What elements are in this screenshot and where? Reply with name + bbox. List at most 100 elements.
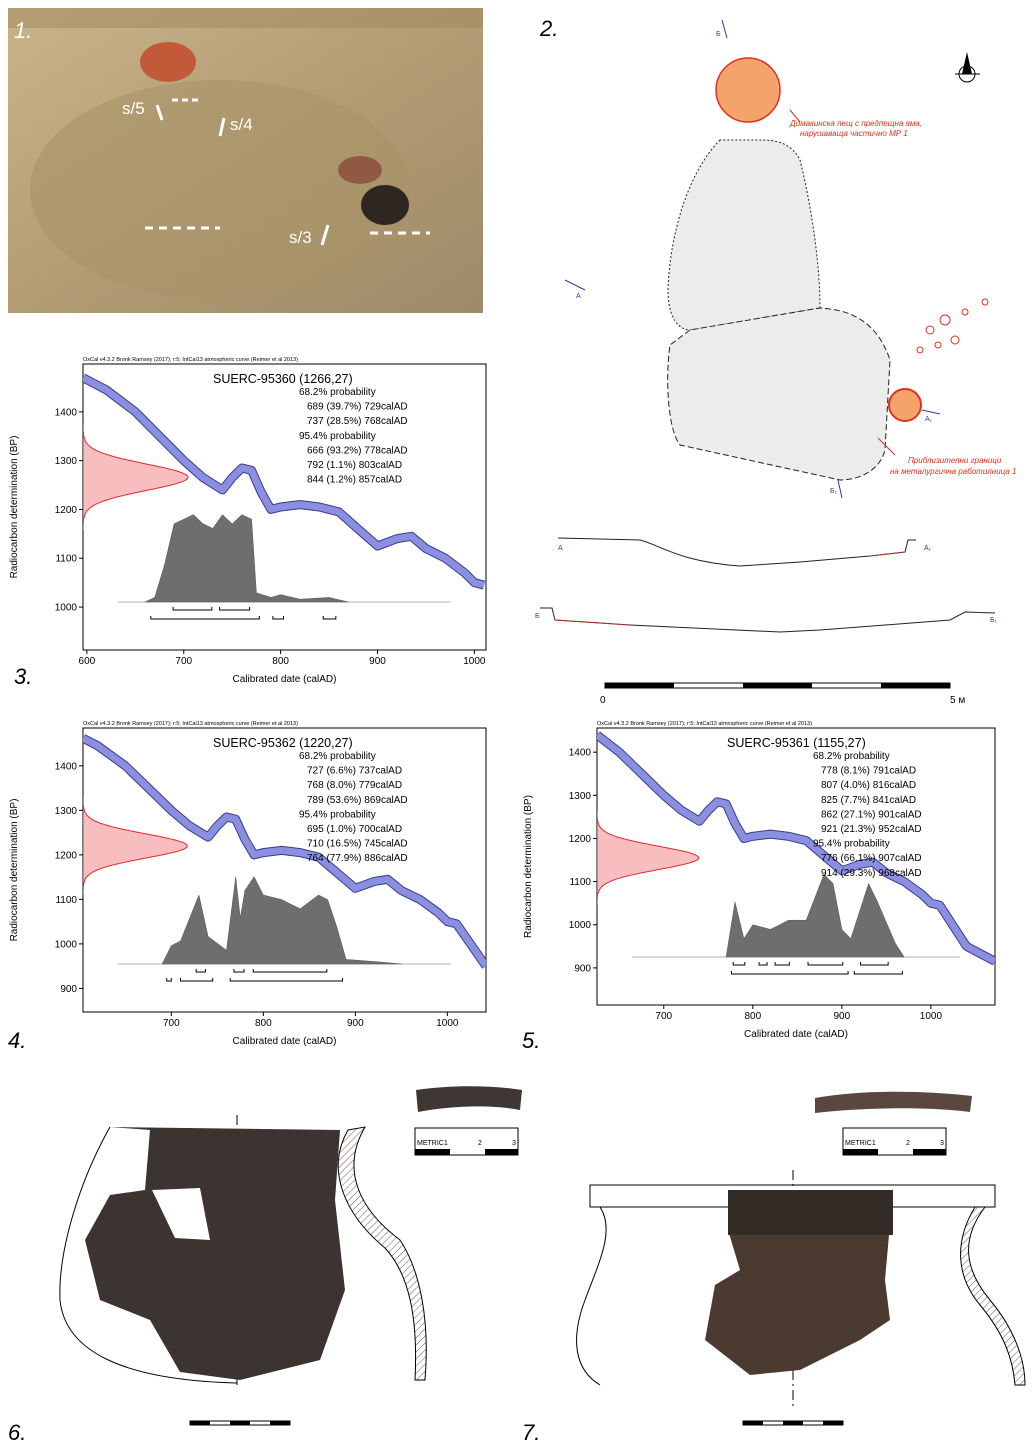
range-label: 689 (39.7%) 729calAD [307,402,408,413]
scale-bar [743,1421,843,1425]
photo-label: s/3 [289,228,312,247]
section-label: Б₁ [830,488,838,495]
panel-label: 7. [522,1420,540,1445]
scale-bar [605,683,950,688]
x-tick-label: 700 [655,1011,672,1022]
probability-heading: 68.2% probability [813,751,890,762]
range-label: 807 (4.0%) 816calAD [821,780,916,791]
ruler-label: METRIC1 [417,1140,448,1147]
range-label: 778 (8.1%) 791calAD [821,766,916,777]
y-tick-label: 1400 [55,761,78,772]
y-tick-label: 1100 [55,554,77,565]
y-axis-label: Radiocarbon determination (BP) [9,436,20,579]
y-tick-label: 1100 [55,895,77,906]
range-label: 666 (93.2%) 778calAD [307,445,408,456]
scale-bar [190,1421,290,1425]
section-label: А [558,545,563,552]
y-tick-label: 900 [574,963,591,974]
range-label: 921 (21.3%) 952calAD [821,824,922,835]
x-tick-label: 700 [175,656,192,667]
x-tick-label: 1000 [920,1011,943,1022]
y-tick-label: 1200 [569,834,592,845]
panel-label: 4. [8,1028,26,1053]
panel-label: 2. [539,16,558,41]
ruler-label: METRIC1 [845,1140,876,1147]
range-label: 792 (1.1%) 803calAD [307,460,402,471]
range-label: 727 (6.6%) 737calAD [307,766,402,777]
x-axis-label: Calibrated date (calAD) [233,674,337,685]
x-tick-label: 900 [834,1011,851,1022]
probability-heading: 68.2% probability [299,751,376,762]
y-axis-label: Radiocarbon determination (BP) [9,799,20,942]
photo-label: s/4 [230,115,253,134]
probability-heading: 68.2% probability [299,387,376,398]
probability-heading: 95.4% probability [299,431,376,442]
y-axis-label: Radiocarbon determination (BP) [523,795,534,938]
page: {"panel_labels":["1.","2.","3.","4.","5.… [0,0,1032,1450]
ruler-label: 2 [478,1140,482,1147]
vessel-drawing: 7. METRIC1 2 3 [522,1092,1025,1445]
x-tick-label: 1000 [463,656,486,667]
y-tick-label: 1300 [569,791,592,802]
panel-label: 6. [8,1420,26,1445]
site-photo: 1. s/5 s/4 s/3 [8,8,483,313]
panel-label: 3. [14,664,32,689]
plan-note: нарушаваща частично МР 1 [800,129,908,138]
y-tick-label: 1200 [55,850,78,861]
y-tick-label: 1400 [55,407,78,418]
y-tick-label: 1000 [55,603,78,614]
x-axis-label: Calibrated date (calAD) [744,1029,848,1040]
section-label: Б₁ [990,617,998,624]
x-tick-label: 800 [744,1011,761,1022]
section-label: А₁ [924,545,932,552]
range-label: 862 (27.1%) 901calAD [821,809,922,820]
y-tick-label: 1000 [55,939,78,950]
vessel-drawing: 6. METRIC1 2 3 [8,1086,522,1445]
y-tick-label: 900 [60,984,77,995]
plot-frame [83,728,486,1012]
x-tick-label: 900 [369,656,386,667]
chart-header: OxCal v4.3.2 Bronk Ramsey (2017); r:5; I… [83,357,298,363]
x-axis-label: Calibrated date (calAD) [233,1036,337,1047]
x-tick-label: 600 [79,656,96,667]
radiocarbon-chart: OxCal v4.3.2 Bronk Ramsey (2017); r:5; I… [9,357,486,685]
site-plan: 2. Домакинска пещ с предпещна яма, наруш… [535,16,1016,706]
radiocarbon-chart: OxCal v4.3.2 Bronk Ramsey (2017); r:5; I… [9,721,486,1047]
y-tick-label: 1300 [55,806,78,817]
range-label: 737 (28.5%) 768calAD [307,416,408,427]
chart-header: OxCal v4.3.2 Bronk Ramsey (2017); r:5; I… [597,721,812,727]
scale-label: 5 м [950,695,965,706]
range-label: 914 (29.3%) 968calAD [821,868,922,879]
range-label: 764 (77.9%) 886calAD [307,853,408,864]
y-tick-label: 1400 [569,748,592,759]
ruler-label: 3 [940,1140,944,1147]
panel-label: 5. [522,1028,540,1053]
panel-label: 1. [14,18,32,43]
range-label: 710 (16.5%) 745calAD [307,839,408,850]
range-label: 825 (7.7%) 841calAD [821,795,916,806]
probability-heading: 95.4% probability [813,839,890,850]
x-tick-label: 800 [255,1018,272,1029]
photo-label: s/5 [122,99,145,118]
chart-title: SUERC-95362 (1220,27) [213,736,353,750]
x-tick-label: 900 [347,1018,364,1029]
range-label: 695 (1.0%) 700calAD [307,824,402,835]
range-label: 844 (1.2%) 857calAD [307,475,402,486]
figure: 1. s/5 s/4 s/3 2. Домакинска пещ с предп… [0,0,1032,1445]
section-label: Б [535,613,540,620]
north-arrow [955,52,980,82]
ruler-label: 2 [906,1140,910,1147]
chart-header: OxCal v4.3.2 Bronk Ramsey (2017); r:5; I… [83,721,298,727]
range-label: 768 (8.0%) 779calAD [307,780,402,791]
x-tick-label: 800 [272,656,289,667]
y-tick-label: 1300 [55,456,78,467]
section-label: А [576,293,581,300]
probability-heading: 95.4% probability [299,809,376,820]
x-tick-label: 700 [163,1018,180,1029]
chart-title: SUERC-95360 (1266,27) [213,372,353,386]
plan-note: Приблизителни граници [908,456,1002,465]
scale-label: 0 [600,695,606,706]
range-label: 776 (66.1%) 907calAD [821,853,922,864]
chart-title: SUERC-95361 (1155,27) [727,736,866,750]
y-tick-label: 1100 [569,877,591,888]
